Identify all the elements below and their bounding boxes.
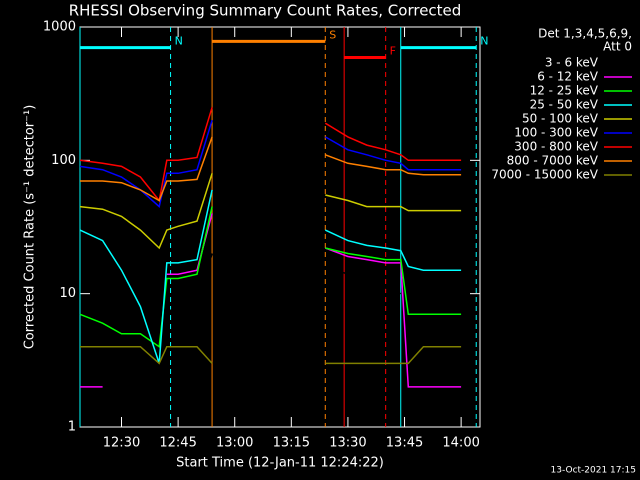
y-tick-label: 1 <box>68 420 76 435</box>
x-tick-label: 14:00 <box>442 436 479 451</box>
x-tick-label: 12:30 <box>103 436 140 451</box>
y-tick-label: 1000 <box>43 20 76 35</box>
y-axis-label: Corrected Count Rate (s⁻¹ detector⁻¹) <box>23 105 38 350</box>
series-line <box>166 253 402 312</box>
x-tick-label: 13:15 <box>273 436 310 451</box>
legend-header: Det 1,3,4,5,6,9, <box>538 27 632 41</box>
y-tick-label: 10 <box>59 286 76 301</box>
legend-label: 12 - 25 keV <box>530 84 599 98</box>
interval-label: N <box>175 35 183 48</box>
legend-label: 25 - 50 keV <box>530 98 599 112</box>
legend-header: Att 0 <box>603 40 632 54</box>
y-tick-label: 100 <box>51 153 76 168</box>
series-line <box>80 136 462 202</box>
x-tick-label: 12:45 <box>159 436 196 451</box>
legend-label: 7000 - 15000 keV <box>491 168 598 182</box>
x-tick-label: 13:30 <box>329 436 366 451</box>
x-axis-label: Start Time (12-Jan-11 12:24:22) <box>176 456 384 471</box>
legend-label: 50 - 100 keV <box>522 112 599 126</box>
footer: 13-Oct-2021 17:15 <box>551 466 636 476</box>
legend-label: 800 - 7000 keV <box>507 154 599 168</box>
series-line <box>79 206 462 349</box>
interval-label: N <box>480 35 488 48</box>
legend-label: 3 - 6 keV <box>545 56 599 70</box>
legend-label: 6 - 12 keV <box>537 70 599 84</box>
x-tick-label: 13:00 <box>216 436 253 451</box>
legend-label: 100 - 300 keV <box>514 126 598 140</box>
series-line <box>79 119 462 209</box>
series-line <box>80 345 462 365</box>
legend-label: 300 - 800 keV <box>514 140 598 154</box>
x-tick-label: 13:45 <box>386 436 423 451</box>
interval-label: S <box>329 28 336 41</box>
series-line <box>79 173 462 250</box>
chart-title: RHESSI Observing Summary Count Rates, Co… <box>69 2 462 20</box>
interval-label: F <box>390 45 396 58</box>
